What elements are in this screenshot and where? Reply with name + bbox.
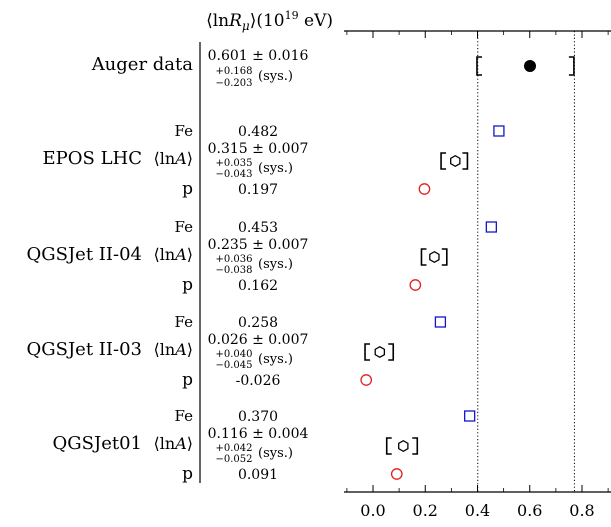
lnA-label: ⟨lnA⟩ (154, 434, 193, 453)
lnA-A: A (173, 245, 187, 264)
mix-sys-suffix: (sys.) (258, 352, 293, 367)
mix-sys-bracket-left (364, 343, 371, 361)
fe-label: Fe (175, 407, 194, 425)
p-value: 0.162 (238, 278, 278, 294)
mix-sys-suffix: (sys.) (258, 257, 293, 272)
fe-marker (434, 316, 447, 328)
p-label: p (182, 370, 193, 390)
fe-value: 0.370 (238, 409, 278, 425)
fe-marker (464, 410, 476, 422)
mix-sys-bracket-right (441, 248, 448, 266)
p-value: -0.026 (236, 373, 281, 389)
mix-value: 0.026 ± 0.007 (208, 332, 309, 348)
auger-label: Auger data (91, 54, 194, 75)
auger-sys-bracket-right (568, 56, 575, 76)
fe-marker (493, 125, 505, 137)
mix-sys-suffix: (sys.) (258, 446, 293, 461)
lnA-open: ⟨ln (154, 340, 176, 359)
mix-sys-minus: −0.038 (215, 265, 252, 276)
mix-sys-plus: +0.040 (215, 349, 252, 360)
x-ticks: 0.0 0.2 0.4 0.6 0.8 (346, 31, 609, 520)
mix-sys-plus: +0.035 (215, 158, 252, 169)
auger-sys-minus: −0.203 (215, 78, 252, 89)
mix-sys-bracket-left (420, 248, 427, 266)
x-tick-label: 0.6 (517, 501, 542, 520)
x-tick-label: 0.4 (465, 501, 490, 520)
mix-sys-bracket-left (440, 152, 447, 170)
mixture-marker (398, 439, 409, 453)
mix-value: 0.235 ± 0.007 (208, 237, 309, 253)
auger-sys-bracket-left (476, 56, 482, 76)
x-tick-label: 0.8 (569, 501, 594, 520)
p-label: p (182, 464, 193, 484)
fe-marker (485, 221, 497, 233)
lnA-close: ⟩ (187, 245, 193, 264)
model-name: QGSJet II-04 (27, 244, 143, 265)
lnA-A: A (173, 340, 187, 359)
lnA-label: ⟨lnA⟩ (154, 340, 193, 359)
auger-data-point (524, 60, 537, 72)
mix-sys-plus: +0.042 (215, 443, 252, 454)
p-marker (418, 183, 431, 195)
auger-sys-suffix: (sys.) (258, 69, 293, 84)
lnA-A: A (173, 434, 187, 453)
data-marks (360, 56, 575, 480)
p-label: p (182, 179, 193, 199)
lnA-close: ⟩ (187, 434, 193, 453)
mix-sys-bracket-right (388, 343, 395, 361)
p-label: p (182, 275, 193, 295)
auger-value: 0.601 ± 0.016 (208, 48, 309, 64)
lnA-A: A (173, 149, 187, 168)
mix-value: 0.315 ± 0.007 (208, 141, 309, 157)
auger-row: Auger data 0.601 ± 0.016 +0.168 −0.203 (… (91, 48, 309, 89)
lnA-label: ⟨lnA⟩ (154, 149, 193, 168)
p-marker (409, 279, 422, 291)
lnA-open: ⟨ln (154, 434, 176, 453)
fe-value: 0.482 (238, 124, 278, 140)
mix-value: 0.116 ± 0.004 (208, 426, 309, 442)
mix-sys-bracket-right (412, 437, 419, 455)
p-marker (390, 468, 403, 480)
p-value: 0.197 (238, 182, 278, 198)
lnA-close: ⟩ (187, 149, 193, 168)
mix-sys-bracket-right (462, 152, 469, 170)
p-marker (360, 374, 373, 386)
lnA-open: ⟨ln (154, 245, 176, 264)
x-tick-label: 0.0 (360, 501, 385, 520)
fe-label: Fe (175, 122, 194, 140)
mix-sys-suffix: (sys.) (258, 161, 293, 176)
model-name: QGSJet II-03 (27, 339, 143, 360)
chart-title: ⟨lnRμ⟩(1019 eV) (206, 9, 333, 33)
mix-sys-bracket-left (385, 437, 392, 455)
reference-lines (477, 31, 575, 492)
p-value: 0.091 (238, 467, 278, 483)
lnA-open: ⟨ln (154, 149, 176, 168)
fe-label: Fe (175, 313, 194, 331)
mix-sys-minus: −0.045 (215, 360, 252, 371)
mixture-marker (429, 250, 440, 264)
lnA-label: ⟨lnA⟩ (154, 245, 193, 264)
model-name: QGSJet01 (53, 433, 142, 454)
mix-sys-minus: −0.052 (215, 454, 252, 465)
model-name: EPOS LHC (43, 148, 142, 169)
fe-value: 0.258 (238, 315, 278, 331)
mix-sys-minus: −0.043 (215, 169, 252, 180)
mixture-marker (374, 345, 386, 359)
lnA-close: ⟩ (187, 340, 193, 359)
mixture-marker (450, 154, 461, 168)
fe-value: 0.453 (238, 220, 278, 236)
mix-sys-plus: +0.036 (215, 254, 252, 265)
auger-sys-plus: +0.168 (215, 66, 252, 77)
fe-label: Fe (175, 218, 194, 236)
x-tick-label: 0.2 (413, 501, 438, 520)
